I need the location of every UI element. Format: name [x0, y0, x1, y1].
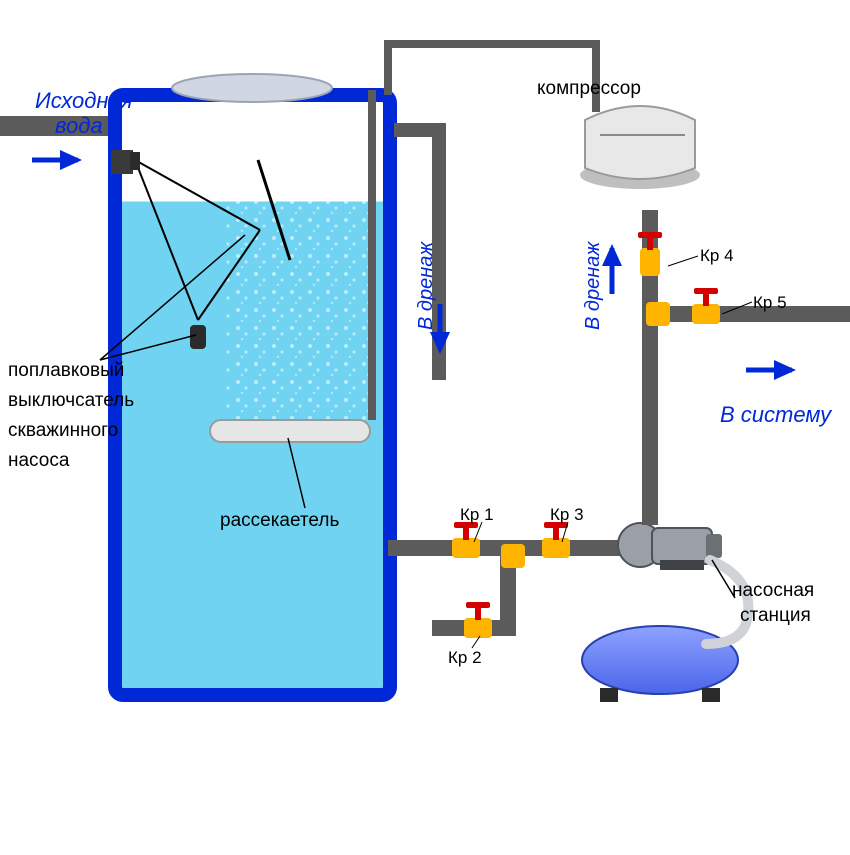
- label-float-3: скважинного: [8, 420, 118, 442]
- float-switch: [190, 325, 206, 349]
- label-diffuser: рассекаетель: [220, 510, 339, 532]
- label-kr5: Кр 5: [753, 293, 787, 313]
- arrow-right: [60, 150, 82, 170]
- pump-motor: [652, 528, 712, 564]
- label-float-2: выключсатель: [8, 390, 134, 412]
- label-float-1: поплавковый: [8, 360, 124, 382]
- valve-kr2: [464, 602, 492, 638]
- label-kr3: Кр 3: [550, 505, 584, 525]
- label-kr4: Кр 4: [700, 246, 734, 266]
- label-to-system: В систему: [720, 402, 831, 427]
- label-inlet-1: Исходная: [35, 88, 133, 113]
- diagram-root: { "canvas": { "w": 850, "h": 850, "bg": …: [0, 0, 850, 850]
- label-float-4: насоса: [8, 450, 69, 472]
- arrow-right: [774, 360, 796, 380]
- compressor: [585, 106, 695, 179]
- label-drain-2: В дренаж: [582, 242, 605, 330]
- valve-kr5: [692, 288, 720, 324]
- tank-lid: [172, 74, 332, 102]
- label-inlet-2: вода: [55, 113, 103, 138]
- label-compressor: компрессор: [537, 78, 641, 100]
- label-pump-1: насосная: [732, 580, 814, 602]
- valve-kr1: [452, 522, 480, 558]
- valve-kr3: [542, 522, 570, 558]
- diffuser: [210, 420, 370, 442]
- label-kr2: Кр 2: [448, 648, 482, 668]
- pressure-tank: [582, 626, 738, 694]
- label-drain-1: В дренаж: [415, 242, 438, 330]
- label-kr1: Кр 1: [460, 505, 494, 525]
- label-pump-2: станция: [740, 605, 811, 627]
- valve-kr4: [638, 232, 662, 276]
- arrow-up: [602, 244, 622, 266]
